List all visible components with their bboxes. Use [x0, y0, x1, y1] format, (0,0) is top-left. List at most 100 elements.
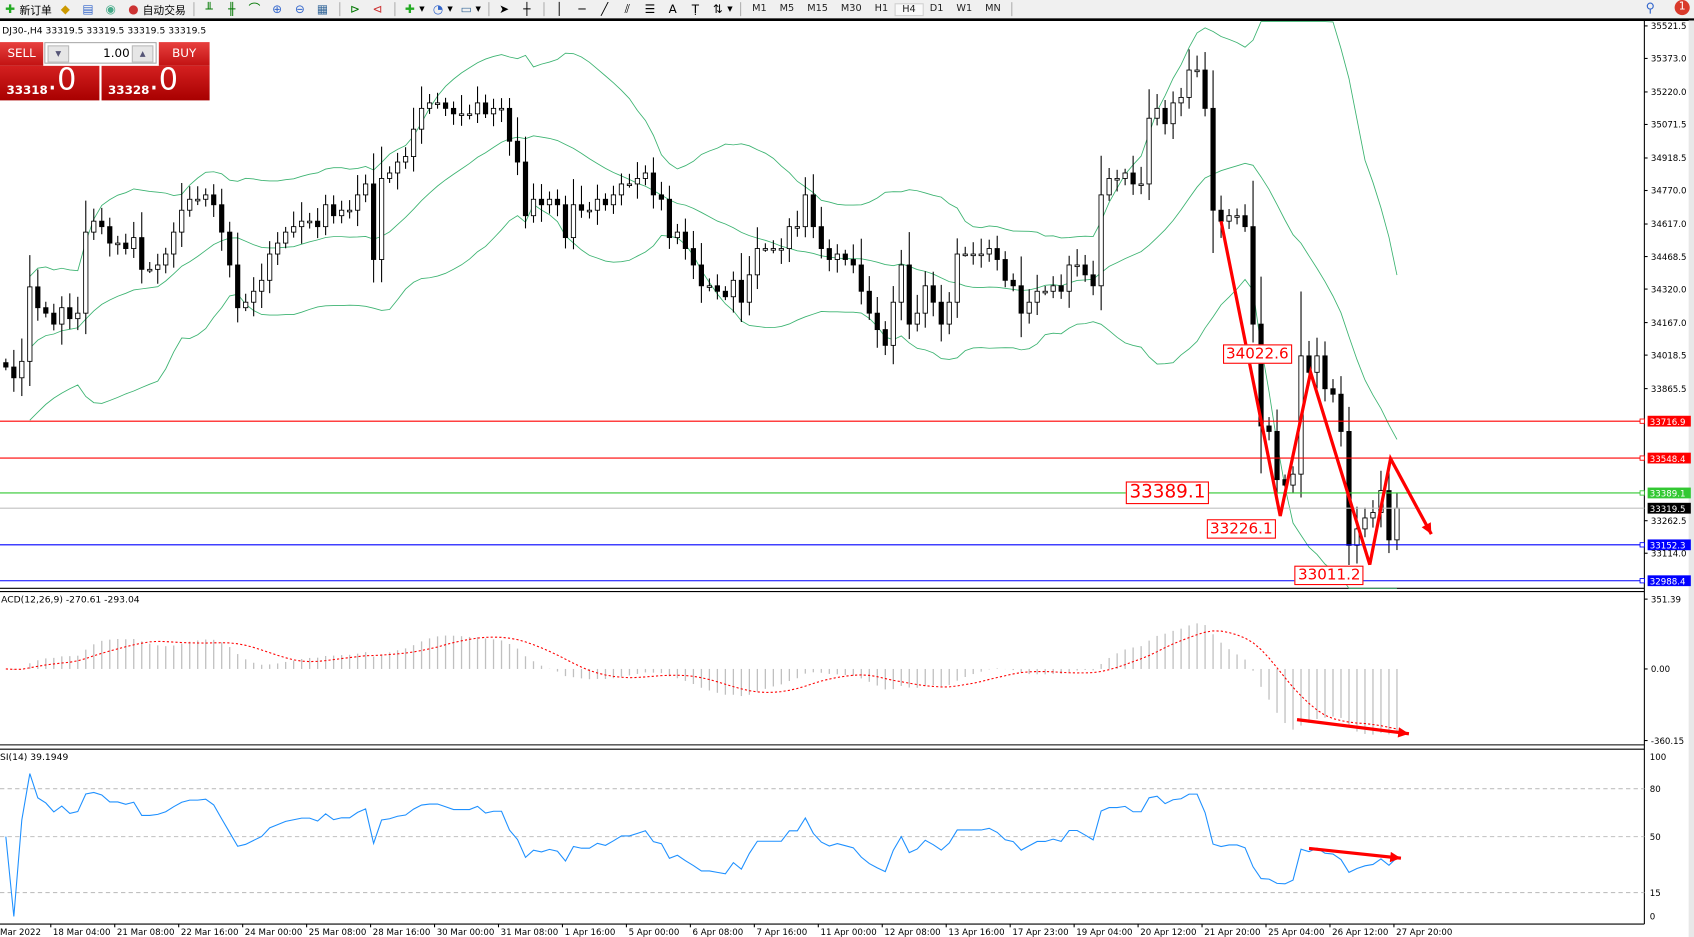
bull-candle-body: [27, 286, 33, 362]
candle: [602, 193, 609, 211]
timeframe-m15[interactable]: M15: [807, 2, 828, 14]
price-label[interactable]: 34022.6: [1222, 344, 1292, 364]
price-label[interactable]: 33011.2: [1294, 566, 1364, 586]
price-label[interactable]: 33389.1: [1126, 481, 1209, 505]
timeframe-h1[interactable]: H1: [874, 2, 889, 14]
bear-candle-body: [810, 194, 816, 228]
trendline-button[interactable]: ╱: [594, 1, 617, 18]
fibonacci-button[interactable]: ☰: [640, 1, 663, 18]
macd-tick-label: 0.00: [1651, 665, 1670, 675]
candle: [1098, 155, 1104, 311]
bull-candle-body: [394, 161, 401, 174]
buy-button[interactable]: BUY: [158, 42, 210, 66]
bar-chart-button[interactable]: ╨: [199, 1, 222, 18]
candle: [994, 235, 1000, 271]
timeframe-m5[interactable]: M5: [779, 2, 795, 14]
chart-shift-button[interactable]: ⊲: [367, 1, 390, 18]
rsi-line: [5, 773, 1398, 917]
candle: [946, 292, 952, 335]
cursor-button[interactable]: ➤: [494, 1, 517, 18]
templates-button[interactable]: ▭ ▾: [460, 2, 481, 17]
tile-windows-button[interactable]: ▦: [312, 1, 335, 18]
price-tick-label: 34918.5: [1651, 154, 1687, 164]
candle: [1386, 472, 1392, 554]
candle: [1162, 100, 1168, 135]
bull-candle-body: [1170, 102, 1176, 125]
timeframe-m30[interactable]: M30: [840, 2, 862, 14]
candle: [51, 303, 57, 331]
time-label: 17 Apr 23:00: [1012, 928, 1068, 937]
candle: [546, 191, 553, 214]
candle: [363, 174, 369, 203]
sell-price[interactable]: 33318 .0: [0, 62, 100, 101]
bear-candle-body: [722, 290, 728, 298]
bear-candle-body: [714, 285, 720, 292]
crosshair-button[interactable]: ┼: [517, 1, 540, 18]
indicators-button[interactable]: ✚ ▾: [400, 1, 428, 18]
lots-input[interactable]: ▼ 1.00 ▲: [44, 42, 157, 64]
rsi-tick-label: 80: [1650, 785, 1661, 795]
search-icon[interactable]: ⚲: [1645, 0, 1656, 16]
bull-candle-body: [706, 285, 712, 288]
bear-candle-body: [1162, 107, 1168, 125]
horizontal-line-button[interactable]: ─: [572, 1, 595, 18]
signal-button[interactable]: ◉: [100, 1, 123, 18]
bull-candle-body: [466, 113, 473, 116]
candlestick-button[interactable]: ╫: [221, 1, 244, 18]
candle: [690, 230, 696, 280]
timeframe-mn[interactable]: MN: [985, 2, 1001, 14]
arrows-button[interactable]: ⇅ ▾: [708, 1, 736, 18]
zoom-out-button[interactable]: ⊖: [290, 1, 313, 18]
time-label: 11 Apr 00:00: [820, 928, 876, 937]
candle: [323, 194, 329, 236]
one-click-trading-panel: SELL ▼ 1.00 ▲ BUY 33318 .0 33328 .0: [0, 42, 210, 101]
indicators-icon: ✚: [405, 2, 415, 17]
bear-candle-body: [514, 140, 521, 163]
cursor-icon: ➤: [499, 2, 510, 17]
arrowhead-icon: [1389, 851, 1401, 863]
bull-candle-body: [802, 194, 808, 228]
timeframe-w1[interactable]: W1: [956, 2, 973, 14]
text-label-button[interactable]: Ṭ: [685, 1, 708, 18]
notification-icon[interactable]: 1: [1674, 0, 1690, 16]
text-button[interactable]: A: [662, 1, 685, 18]
equidistant-channel-button[interactable]: ⫽: [617, 1, 640, 18]
bull-candle-body: [1234, 215, 1240, 218]
market-watch-button[interactable]: ▤: [78, 1, 101, 18]
bear-candle-body: [1010, 279, 1016, 287]
candle: [1394, 492, 1400, 551]
bear-candle-body: [219, 204, 225, 233]
bull-candle-body: [642, 172, 649, 179]
vertical-line-button[interactable]: │: [549, 1, 572, 18]
bull-candle-body: [59, 307, 65, 325]
line-chart-button[interactable]: ⌒: [244, 1, 267, 18]
zoom-in-button[interactable]: ⊕: [267, 1, 290, 18]
bear-candle-body: [11, 366, 17, 379]
line-anchor: [1639, 542, 1645, 548]
candle: [1210, 70, 1216, 253]
new-order-button[interactable]: ✚ 新订单: [0, 1, 55, 18]
timeframe-m1[interactable]: M1: [752, 2, 767, 14]
candle: [970, 242, 976, 265]
bear-candle-body: [1242, 215, 1248, 228]
candle: [770, 240, 776, 254]
bull-candle-body: [171, 231, 177, 255]
bear-candle-body: [227, 231, 233, 266]
autoscroll-button[interactable]: ⊳: [345, 1, 368, 18]
lots-value[interactable]: 1.00: [103, 46, 130, 61]
history-button[interactable]: ◆: [55, 1, 78, 18]
price-label[interactable]: 33226.1: [1206, 518, 1276, 539]
bear-candle-body: [3, 362, 9, 368]
lots-decrease-button[interactable]: ▼: [47, 45, 70, 63]
periods-button[interactable]: ◔ ▾: [432, 2, 453, 17]
buy-price[interactable]: 33328 .0: [101, 62, 210, 101]
auto-trading-button[interactable]: ● 自动交易: [128, 2, 186, 18]
lots-increase-button[interactable]: ▲: [131, 45, 154, 63]
sell-button[interactable]: SELL: [0, 42, 44, 66]
timeframe-d1[interactable]: D1: [929, 2, 944, 14]
timeframe-h4[interactable]: H4: [894, 2, 924, 16]
candle: [1338, 376, 1344, 447]
rsi-label: SI(14) 39.1949: [0, 752, 69, 764]
bull-candle-body: [610, 194, 617, 206]
